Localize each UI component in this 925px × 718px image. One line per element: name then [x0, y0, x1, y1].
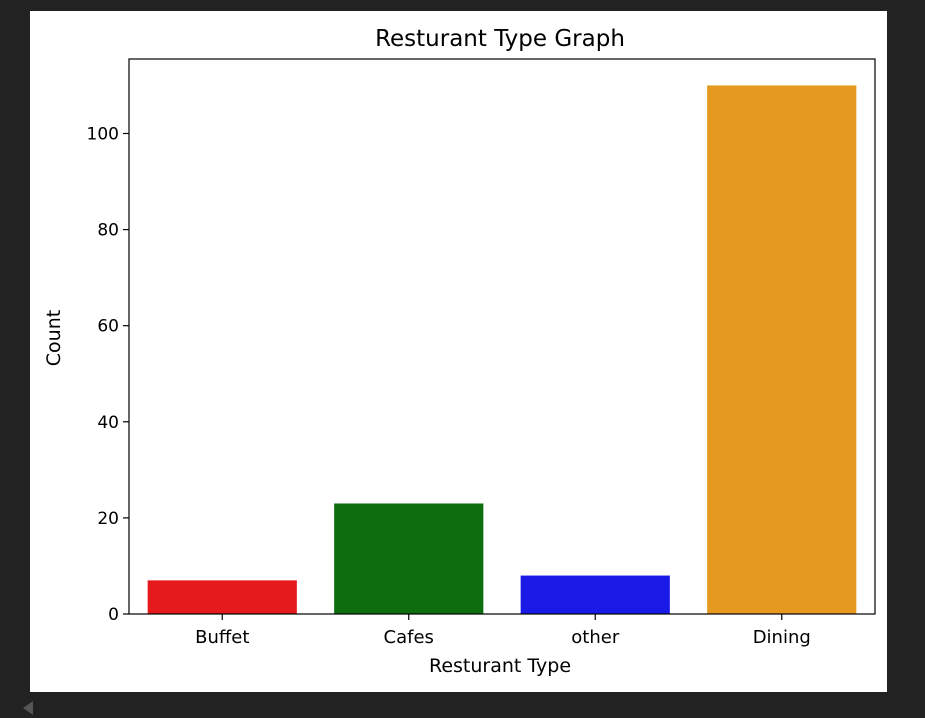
x-axis-label: Resturant Type [429, 655, 571, 677]
y-axis: 0 20 40 60 80 100 [87, 124, 129, 625]
bar-chart: Resturant Type Graph 0 20 40 60 80 100 Buffet… [43, 26, 876, 677]
y-tick-label: 20 [97, 509, 119, 529]
x-tick-label: other [571, 627, 620, 648]
bar-dining [707, 85, 857, 614]
bar-cafes [334, 503, 484, 614]
y-tick-label: 40 [97, 413, 119, 433]
x-tick-label: Buffet [195, 627, 249, 648]
y-tick-label: 60 [97, 317, 119, 337]
y-axis-label: Count [43, 310, 65, 366]
scroll-left-arrow-icon[interactable] [23, 701, 33, 715]
x-axis: Buffet Cafes other Dining [195, 614, 811, 648]
chart-figure: Resturant Type Graph 0 20 40 60 80 100 Buffet… [30, 11, 887, 692]
bar-buffet [147, 580, 297, 614]
y-tick-label: 0 [108, 605, 119, 625]
chart-title: Resturant Type Graph [375, 26, 625, 52]
y-tick-label: 100 [87, 124, 119, 144]
plot-frame [128, 58, 876, 615]
bar-other [520, 575, 670, 614]
x-tick-label: Dining [753, 627, 811, 648]
y-tick-label: 80 [97, 221, 119, 241]
x-tick-label: Cafes [384, 627, 434, 648]
bars-group [147, 85, 857, 614]
